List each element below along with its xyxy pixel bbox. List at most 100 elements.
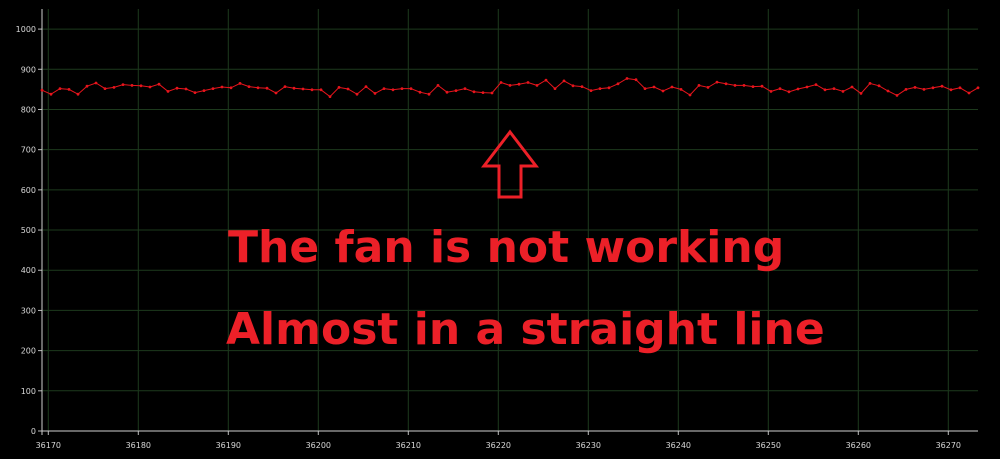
data-point: [49, 92, 53, 96]
data-point: [166, 90, 170, 93]
data-point: [751, 85, 755, 88]
data-point: [607, 86, 611, 90]
arrow-annotation: [480, 129, 540, 199]
data-point: [724, 82, 728, 86]
data-point: [283, 85, 287, 88]
data-point: [958, 86, 962, 90]
data-point: [877, 84, 881, 88]
data-point: [346, 87, 350, 91]
x-tick-label: 36210: [396, 441, 421, 450]
data-point: [544, 78, 548, 82]
data-point: [301, 87, 305, 91]
data-point: [292, 86, 296, 90]
x-tick-label: 36170: [36, 441, 61, 450]
data-point: [706, 86, 710, 89]
data-point: [337, 86, 341, 89]
x-tick-label: 36240: [666, 441, 691, 450]
data-point: [661, 89, 665, 93]
y-tick-label: 400: [21, 266, 36, 275]
x-tick-label: 36250: [756, 441, 781, 450]
x-tick-label: 36230: [576, 441, 601, 450]
data-point: [76, 92, 80, 96]
data-point: [679, 88, 683, 91]
data-point: [553, 87, 557, 90]
data-point: [427, 92, 431, 96]
data-point: [643, 87, 647, 90]
data-point: [274, 91, 278, 95]
data-point: [184, 87, 188, 91]
up-arrow-icon: [480, 129, 540, 199]
data-point: [697, 84, 701, 87]
data-point: [130, 84, 134, 87]
data-point: [139, 84, 143, 88]
x-tick-labels: 36170 36180 36190 36200 36210 36220 36230 36240…: [36, 441, 961, 450]
data-point: [940, 84, 944, 88]
data-point: [121, 83, 125, 86]
data-point: [463, 87, 467, 90]
x-tick-label: 36200: [306, 441, 331, 450]
data-point: [310, 88, 314, 92]
data-point: [949, 88, 953, 92]
series-0: [40, 77, 980, 98]
data-point: [571, 84, 575, 88]
data-point: [895, 94, 899, 97]
data-point: [256, 86, 260, 90]
data-point: [670, 85, 674, 89]
data-point: [400, 87, 404, 90]
data-point: [859, 92, 863, 95]
x-tick-label: 36220: [486, 441, 511, 450]
data-point: [67, 88, 71, 91]
data-point: [319, 88, 323, 92]
y-tick-labels: 0 100 200 300 400 500 600 700 800 900 1000: [16, 25, 36, 436]
y-tick-label: 800: [21, 105, 36, 114]
data-point: [535, 84, 539, 87]
data-point: [148, 85, 152, 89]
data-point: [391, 88, 395, 92]
data-point: [58, 87, 62, 90]
data-point: [472, 90, 476, 94]
x-tick-label: 36190: [216, 441, 241, 450]
data-point: [913, 86, 917, 89]
data-point: [976, 86, 980, 90]
data-point: [778, 87, 782, 90]
data-point: [211, 87, 215, 90]
data-point: [904, 88, 908, 91]
axes: [38, 9, 978, 435]
data-point: [481, 91, 485, 94]
y-tick-label: 200: [21, 347, 36, 356]
data-point: [760, 84, 764, 88]
data-point: [193, 91, 197, 94]
data-point: [688, 93, 692, 97]
data-point: [796, 87, 800, 91]
data-point: [508, 84, 512, 87]
data-point: [832, 87, 836, 90]
data-point: [589, 89, 593, 92]
data-point: [652, 85, 656, 89]
data-point: [364, 85, 368, 88]
data-point: [580, 85, 584, 88]
data-point: [175, 86, 179, 90]
data-point: [967, 91, 971, 95]
data-point: [598, 87, 602, 90]
y-tick-label: 500: [21, 226, 36, 235]
x-tick-label: 36180: [126, 441, 151, 450]
data-point: [841, 90, 845, 93]
data-point: [517, 82, 521, 86]
data-point: [850, 85, 854, 89]
data-point: [931, 86, 935, 90]
x-tick-label: 36270: [936, 441, 961, 450]
y-tick-label: 100: [21, 387, 36, 396]
y-tick-label: 0: [31, 427, 36, 436]
y-tick-label: 600: [21, 186, 36, 195]
data-point: [634, 78, 638, 82]
data-point: [562, 79, 566, 83]
data-point: [373, 92, 377, 95]
data-point: [94, 81, 98, 85]
data-point: [625, 77, 629, 80]
data-point: [238, 82, 242, 85]
data-point: [355, 92, 359, 96]
data-point: [733, 84, 737, 87]
series-layer: [40, 77, 980, 98]
